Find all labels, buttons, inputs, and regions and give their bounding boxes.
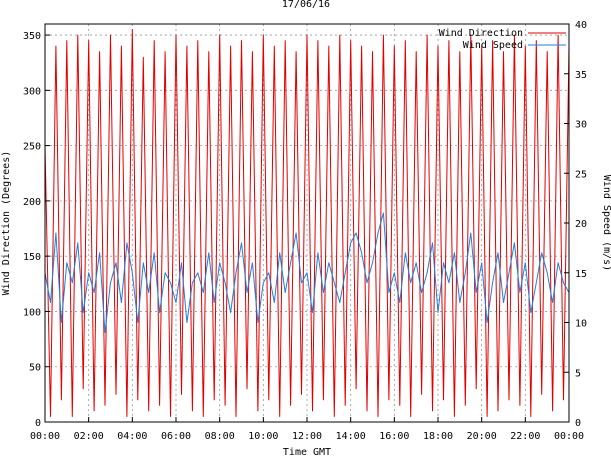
y-right-tick-label: 30 <box>575 120 587 131</box>
x-tick-label: 06:00 <box>161 431 191 442</box>
x-ticks: 00:00 02:00 04:00 06:00 08:00 10:00 12:00 14:00… <box>30 417 584 442</box>
y-right-tick-label: 20 <box>575 219 587 230</box>
x-tick-label: 16:00 <box>379 431 409 442</box>
x-tick-label: 04:00 <box>117 431 147 442</box>
x-tick-label: 12:00 <box>292 431 322 442</box>
x-tick-label: 00:00 <box>30 431 60 442</box>
grid <box>45 24 569 422</box>
y-right-ticks: 0 5 10 15 20 25 30 35 40 <box>564 20 587 429</box>
x-tick-label: 18:00 <box>423 431 453 442</box>
legend-label: Wind Direction <box>439 28 523 39</box>
x-tick-label: 22:00 <box>510 431 540 442</box>
legend-label: Wind Speed <box>463 40 523 51</box>
x-tick-label: 08:00 <box>205 431 235 442</box>
y-right-tick-label: 0 <box>575 418 581 429</box>
y-right-tick-label: 25 <box>575 169 587 180</box>
x-tick-label: 20:00 <box>467 431 497 442</box>
x-tick-label: 14:00 <box>336 431 366 442</box>
x-axis-label: Time GMT <box>283 447 331 458</box>
x-tick-label: 10:00 <box>248 431 278 442</box>
y-right-tick-label: 35 <box>575 70 587 81</box>
y-right-tick-label: 40 <box>575 20 587 31</box>
y-left-tick-label: 200 <box>23 197 41 208</box>
x-tick-label: 00:00 <box>554 431 584 442</box>
y-left-axis-label: Wind Direction (Degrees) <box>1 151 12 296</box>
y-left-tick-label: 350 <box>23 31 41 42</box>
series-layer <box>44 29 570 417</box>
y-left-tick-label: 300 <box>23 86 41 97</box>
y-left-ticks: 0 50 100 150 200 250 300 350 <box>23 31 50 429</box>
x-tick-label: 02:00 <box>74 431 104 442</box>
series-line-wind-speed <box>44 212 570 333</box>
series-line-wind-direction <box>44 29 570 417</box>
y-left-tick-label: 150 <box>23 252 41 263</box>
y-right-tick-label: 5 <box>575 368 581 379</box>
y-right-tick-label: 10 <box>575 319 587 330</box>
chart-title: 17/06/16 <box>282 0 330 10</box>
y-right-tick-label: 15 <box>575 269 587 280</box>
y-left-tick-label: 50 <box>29 363 41 374</box>
y-left-tick-label: 0 <box>35 418 41 429</box>
y-left-tick-label: 100 <box>23 307 41 318</box>
y-left-tick-label: 250 <box>23 142 41 153</box>
y-right-axis-label: Wind Speed (m/s) <box>601 175 611 271</box>
